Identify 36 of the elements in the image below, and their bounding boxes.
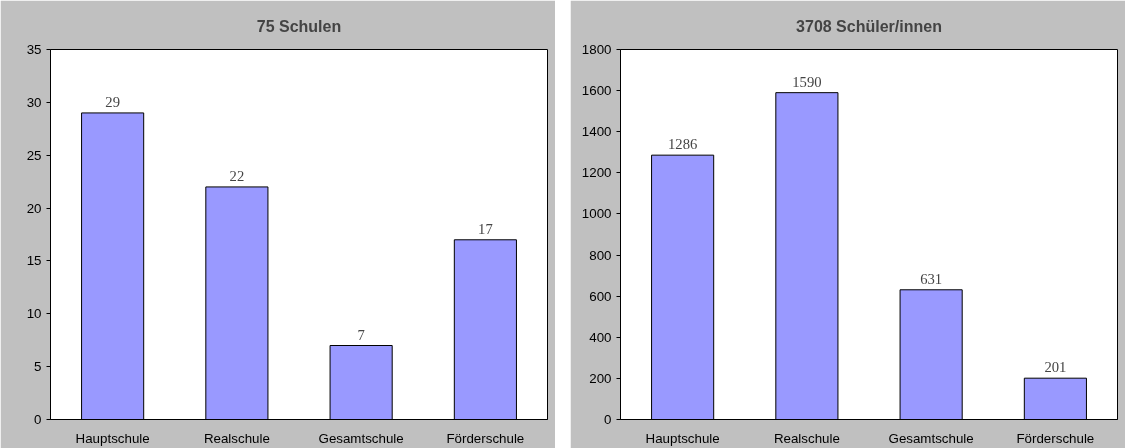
- chart-title: 75 Schulen: [256, 17, 342, 35]
- y-tick-label: 200: [589, 370, 612, 386]
- x-tick-label: Realschule: [773, 430, 840, 446]
- data-label: 1286: [667, 136, 698, 153]
- x-tick-label: Hauptschule: [645, 430, 720, 446]
- y-tick-label: 1000: [581, 206, 612, 222]
- data-label: 7: [357, 326, 365, 343]
- y-tick-label: 600: [589, 288, 612, 304]
- y-tick-label: 800: [589, 247, 612, 263]
- data-label: 1590: [792, 73, 822, 90]
- y-tick-label: 1200: [581, 165, 612, 181]
- y-tick-label: 30: [26, 94, 42, 110]
- y-tick-label: 1600: [581, 83, 612, 99]
- y-tick-label: 0: [34, 412, 42, 427]
- data-label: 22: [229, 167, 245, 184]
- y-tick-label: 10: [26, 306, 42, 322]
- x-tick-label: Gesamtschule: [318, 430, 404, 446]
- data-label: 17: [478, 220, 493, 237]
- chart-title: 3708 Schüler/innen: [796, 17, 942, 35]
- y-tick-label: 0: [604, 412, 612, 427]
- y-tick-label: 20: [26, 200, 42, 216]
- y-tick-label: 15: [26, 253, 42, 269]
- data-label: 631: [920, 270, 943, 287]
- x-tick-label: Förderschule: [1016, 430, 1095, 446]
- x-tick-label: Realschule: [203, 430, 270, 446]
- data-label: 29: [105, 93, 120, 110]
- x-tick-label: Förderschule: [446, 430, 525, 446]
- y-tick-label: 1400: [581, 124, 612, 140]
- x-tick-label: Gesamtschule: [888, 430, 974, 446]
- x-tick-label: Hauptschule: [75, 430, 150, 446]
- data-label: 201: [1044, 359, 1067, 376]
- y-tick-label: 35: [26, 42, 42, 57]
- y-tick-label: 1800: [581, 42, 612, 57]
- y-tick-label: 400: [589, 329, 612, 345]
- y-tick-label: 25: [26, 147, 42, 163]
- y-tick-label: 5: [34, 359, 42, 375]
